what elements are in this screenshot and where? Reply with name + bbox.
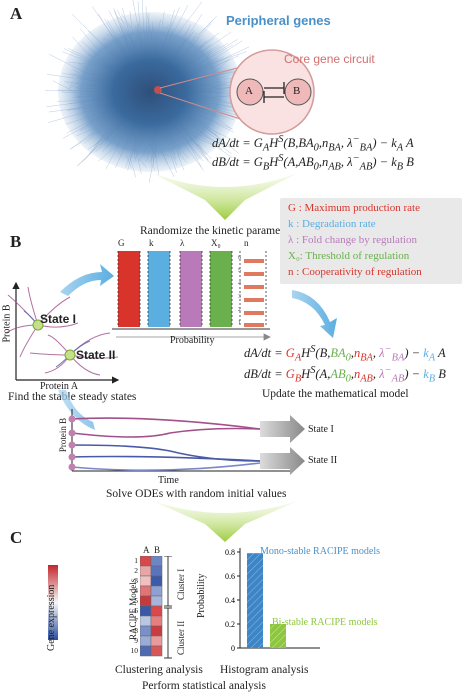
state1-label: State I xyxy=(40,312,77,326)
bar-bi-stable xyxy=(270,624,286,648)
inhibition-b-to-a xyxy=(263,91,284,103)
col-a-label: A xyxy=(143,545,150,555)
panel-b-letter: B xyxy=(10,232,22,251)
state2-point xyxy=(64,349,76,361)
hist-g-bar xyxy=(118,251,140,327)
update-model-caption: Update the mathematical model xyxy=(262,388,409,400)
legend-item-x0: X₀: Threshold of regulation xyxy=(288,250,410,262)
legend-item-g: G : Maximum production rate xyxy=(288,202,420,214)
core-circuit-zoom xyxy=(229,49,315,135)
clustering-caption: Clustering analysis xyxy=(115,664,203,676)
mono-stable-label: Mono-stable RACIPE models xyxy=(260,546,380,557)
network-graphic xyxy=(45,0,315,183)
core-circuit-label: Core gene circuit xyxy=(284,52,375,66)
find-stable-caption: Find the stable steady states xyxy=(8,391,137,403)
node-b-label: B xyxy=(293,85,301,97)
bar-mono-stable xyxy=(247,553,263,648)
panel-c-letter: C xyxy=(10,528,23,547)
cluster1-label: Cluster I xyxy=(176,568,186,600)
stability-bar-chart: 0.8 0.6 0.4 0.2 0 xyxy=(225,548,320,653)
legend-item-n: n : Cooperativity of regulation xyxy=(288,266,422,278)
bi-stable-label: Bi-stable RACIPE models xyxy=(272,617,378,628)
hist-label-g: G xyxy=(118,238,125,248)
randomize-title: Randomize the kinetic parameters xyxy=(140,225,297,237)
col-b-label: B xyxy=(154,545,161,555)
node-a-circle xyxy=(236,78,264,106)
trajectory-plot xyxy=(68,409,305,475)
network-core-blob xyxy=(58,12,242,172)
probability-label: Probability xyxy=(170,335,215,346)
hist-k-bar xyxy=(148,251,170,327)
gene-expression-label: Gene expression xyxy=(46,584,57,651)
expression-colorbar xyxy=(48,565,58,640)
equation-b: dB/dt = GBHS(A,AB0,nAB, λ−AB) − kB B xyxy=(212,153,414,173)
protein-a-axis-label: Protein A xyxy=(40,381,79,392)
peripheral-genes-label: Peripheral genes xyxy=(226,13,331,28)
hist-n-bars xyxy=(244,259,264,327)
footer-caption: Perform statistical analysis xyxy=(142,680,266,692)
funnel-arrow-b xyxy=(150,500,300,542)
traj-state2-label: State II xyxy=(308,455,338,466)
probability-axis-label: Probability xyxy=(196,573,207,618)
hist-label-k: k xyxy=(149,238,154,248)
arrow-to-update xyxy=(292,290,337,338)
legend-item-lambda: λ : Fold change by regulation xyxy=(288,234,418,246)
y-tick-label: 0 xyxy=(231,644,235,653)
parameter-legend: G : Maximum production rate k : Degradat… xyxy=(280,198,462,284)
traj-state1-arrow xyxy=(260,415,305,443)
legend-item-k: k : Degradation rate xyxy=(288,218,376,230)
hist-x0-bar xyxy=(210,251,232,327)
clustering-heatmap xyxy=(140,556,172,659)
phase-plot xyxy=(5,281,120,384)
y-tick-label: 0.2 xyxy=(225,620,235,629)
state2-label: State II xyxy=(76,348,116,362)
hist-label-x0: X₀ xyxy=(211,238,221,248)
time-label: Time xyxy=(158,475,179,486)
hist-label-n: n xyxy=(244,238,249,248)
equation-a: dA/dt = GAHS(B,BA0,nBA, λ−BA) − kA A xyxy=(212,134,414,154)
y-tick-label: 0.4 xyxy=(225,596,235,605)
y-tick-label: 0.8 xyxy=(225,548,235,557)
panel-a-letter: A xyxy=(10,4,23,23)
arrow-to-find xyxy=(58,390,95,430)
y-tick-label: 0.6 xyxy=(225,572,235,581)
arrow-to-randomize xyxy=(60,264,114,296)
histogram-caption: Histogram analysis xyxy=(220,664,309,676)
node-a-label: A xyxy=(245,85,253,97)
traj-state2-arrow xyxy=(260,447,305,475)
updated-equation-b: dB/dt = GBHS(A,AB0,nAB, λ−AB) − kB B xyxy=(244,365,446,385)
hist-lambda-bar xyxy=(180,251,202,327)
cluster2-label: Cluster II xyxy=(176,620,186,655)
updated-equation-a: dA/dt = GAHS(B,BA0,nBA, λ−BA) − kA A xyxy=(244,344,446,364)
traj-protein-b-label: Protein B xyxy=(58,417,69,453)
funnel-arrow-a xyxy=(150,172,300,220)
inhibition-a-to-b xyxy=(264,82,285,94)
hist-label-lambda: λ xyxy=(180,238,185,248)
parameter-histograms xyxy=(112,251,271,341)
state1-point xyxy=(32,319,44,331)
cycle-arrows xyxy=(58,264,337,430)
node-b-circle xyxy=(284,78,312,106)
traj-state1-label: State I xyxy=(308,424,334,435)
solve-odes-caption: Solve ODEs with random initial values xyxy=(106,488,287,500)
